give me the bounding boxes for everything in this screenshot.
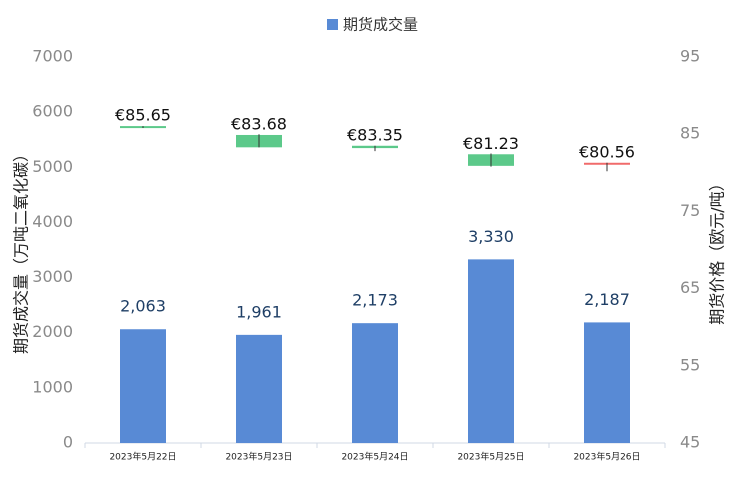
x-tick-label: 2023年5月23日 bbox=[225, 451, 292, 463]
y-tick-label: 5000 bbox=[32, 157, 73, 176]
bar-value-label: 3,330 bbox=[468, 227, 514, 246]
price-label: €80.56 bbox=[579, 142, 635, 161]
y-tick-label: 3000 bbox=[32, 267, 73, 286]
y2-tick-label: 75 bbox=[680, 201, 700, 220]
bar bbox=[120, 329, 166, 443]
x-tick-label: 2023年5月25日 bbox=[457, 451, 524, 463]
x-tick-label: 2023年5月24日 bbox=[341, 451, 408, 463]
bar-value-label: 1,961 bbox=[236, 302, 282, 321]
y2-tick-label: 85 bbox=[680, 124, 700, 143]
price-label: €83.35 bbox=[347, 125, 403, 144]
bar bbox=[352, 323, 398, 443]
y-tick-label: 0 bbox=[63, 433, 73, 452]
bar-value-label: 2,173 bbox=[352, 291, 398, 310]
y-tick-label: 7000 bbox=[32, 47, 73, 66]
x-tick-label: 2023年5月22日 bbox=[109, 451, 176, 463]
y-axis-title: 期货成交量（万吨二氧化碳） bbox=[12, 146, 31, 354]
y-tick-label: 4000 bbox=[32, 212, 73, 231]
y-tick-label: 6000 bbox=[32, 102, 73, 121]
bar bbox=[584, 322, 630, 443]
legend-swatch bbox=[327, 19, 338, 30]
y2-tick-label: 65 bbox=[680, 278, 700, 297]
y2-tick-label: 45 bbox=[680, 433, 700, 452]
bar bbox=[468, 259, 514, 443]
price-label: €85.65 bbox=[115, 106, 171, 125]
legend-label: 期货成交量 bbox=[343, 16, 418, 34]
bar bbox=[236, 334, 282, 443]
y-tick-label: 1000 bbox=[32, 377, 73, 396]
bar-value-label: 2,187 bbox=[584, 290, 630, 309]
y-tick-label: 2000 bbox=[32, 322, 73, 341]
x-tick-label: 2023年5月26日 bbox=[573, 451, 640, 463]
price-label: €83.68 bbox=[231, 114, 287, 133]
bar-value-label: 2,063 bbox=[120, 297, 166, 316]
y2-tick-label: 55 bbox=[680, 355, 700, 374]
price-label: €81.23 bbox=[463, 134, 519, 153]
y2-tick-label: 95 bbox=[680, 47, 700, 66]
y2-axis-title: 期货价格（欧元/吨） bbox=[708, 175, 727, 324]
